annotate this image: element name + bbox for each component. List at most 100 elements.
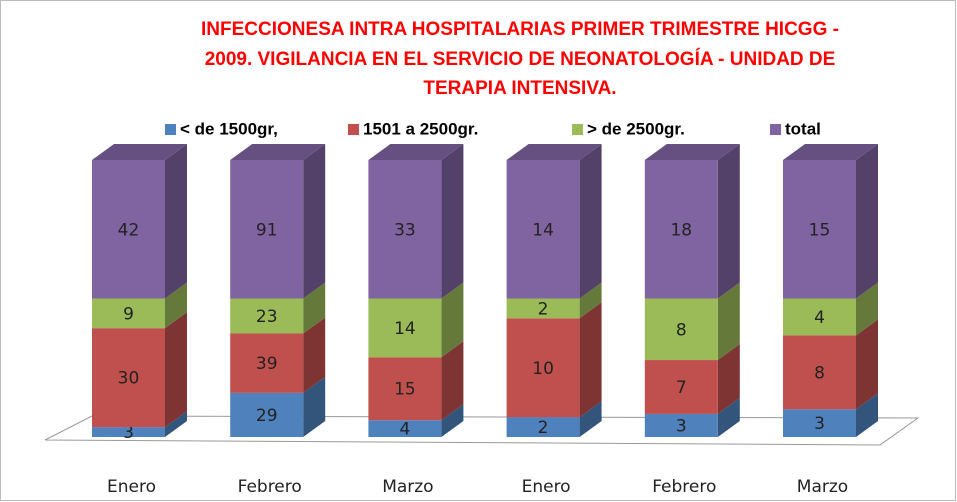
legend-swatch xyxy=(770,124,781,135)
bar-front xyxy=(783,409,856,437)
legend-swatch xyxy=(165,124,176,135)
bar-front xyxy=(644,413,718,437)
bar-segment xyxy=(783,282,878,336)
bar-side xyxy=(303,317,326,393)
data-label: 9 xyxy=(123,304,134,324)
bar-front xyxy=(644,160,718,299)
bar-side xyxy=(579,401,602,437)
bar-segment xyxy=(230,144,326,299)
x-tick-label: Marzo xyxy=(797,477,848,497)
bar-side xyxy=(441,144,464,299)
bar-segment xyxy=(92,411,187,437)
bar-front xyxy=(92,298,165,329)
bar-segment xyxy=(783,144,878,299)
bar-front xyxy=(92,328,165,428)
data-label: 2 xyxy=(538,299,549,319)
bar-segment xyxy=(92,282,187,329)
data-label: 29 xyxy=(256,406,278,426)
bar-side xyxy=(579,144,602,299)
bar-segment xyxy=(368,144,464,299)
bar-side xyxy=(856,144,878,299)
bar-side xyxy=(303,144,326,299)
bar-side xyxy=(717,282,740,361)
chart-title: INFECCIONESA INTRA HOSPITALARIAS PRIMER … xyxy=(201,19,839,40)
bar-front xyxy=(230,333,304,393)
bar-segment xyxy=(368,341,464,421)
bar-front xyxy=(644,360,718,414)
bar-segment xyxy=(783,319,878,410)
bar-segment xyxy=(506,144,602,299)
data-label: 10 xyxy=(532,359,554,379)
legend-swatch xyxy=(348,124,359,135)
bar-front xyxy=(230,392,304,437)
data-label: 33 xyxy=(394,220,416,240)
data-label: 3 xyxy=(123,423,134,443)
data-label: 4 xyxy=(814,308,825,328)
bar-segment xyxy=(644,282,740,361)
bar-front xyxy=(644,298,718,361)
data-label: 8 xyxy=(676,320,687,340)
data-label: 18 xyxy=(670,220,692,240)
data-label: 8 xyxy=(814,363,825,383)
bar-side xyxy=(717,144,740,299)
data-label: 23 xyxy=(256,307,278,327)
chart-title: 2009. VIGILANCIA EN EL SERVICIO DE NEONA… xyxy=(205,48,836,70)
bar-front xyxy=(368,420,442,437)
x-tick-label: Enero xyxy=(107,477,156,497)
bar-top xyxy=(230,144,326,160)
bar-segment xyxy=(368,282,464,358)
bar-side xyxy=(165,411,187,437)
bar-side xyxy=(717,344,740,414)
bar-side xyxy=(165,312,187,428)
bar-front xyxy=(783,298,856,336)
legend-label: > de 2500gr. xyxy=(587,119,685,138)
bar-top xyxy=(506,144,602,160)
bar-front xyxy=(368,357,442,421)
bar-front xyxy=(783,335,856,410)
data-label: 14 xyxy=(394,319,416,339)
bar-top xyxy=(92,144,187,160)
bar-front xyxy=(506,318,580,418)
bar-segment xyxy=(230,376,326,437)
x-tick-label: Enero xyxy=(522,477,571,497)
bar-front xyxy=(368,160,442,299)
bar-top xyxy=(644,144,740,160)
data-label: 42 xyxy=(118,220,140,240)
bar-segment xyxy=(644,397,740,437)
bar-front xyxy=(92,160,165,299)
data-label: 30 xyxy=(118,369,140,389)
bar-front xyxy=(368,298,442,358)
bar-segment xyxy=(644,144,740,299)
bar-side xyxy=(303,282,326,334)
bar-side xyxy=(441,404,464,437)
data-label: 15 xyxy=(394,380,416,400)
chart-title: TERAPIA INTENSIVA. xyxy=(423,78,616,99)
bar-front xyxy=(506,417,580,437)
bar-segment xyxy=(506,282,602,319)
bar-segment xyxy=(783,393,878,437)
legend-label: < de 1500gr, xyxy=(180,119,278,138)
bar-side xyxy=(856,282,878,336)
data-label: 3 xyxy=(676,416,687,436)
bar-side xyxy=(717,397,740,437)
bar-segment xyxy=(92,312,187,428)
bar-top xyxy=(783,144,878,160)
bar-front xyxy=(783,160,856,299)
bar-side xyxy=(165,144,187,299)
bar-segment xyxy=(92,144,187,299)
data-label: 4 xyxy=(399,420,410,440)
bar-segment xyxy=(644,344,740,414)
bar-front xyxy=(506,298,580,319)
bar-side xyxy=(441,341,464,421)
bar-side xyxy=(579,302,602,418)
bar-segment xyxy=(506,401,602,437)
data-label: 39 xyxy=(256,354,278,374)
bar-side xyxy=(579,282,602,319)
bar-front xyxy=(230,160,304,299)
data-label: 2 xyxy=(538,418,549,438)
legend-swatch xyxy=(572,124,583,135)
data-label: 15 xyxy=(809,220,831,240)
bar-segment xyxy=(230,282,326,334)
legend-label: total xyxy=(785,119,821,138)
